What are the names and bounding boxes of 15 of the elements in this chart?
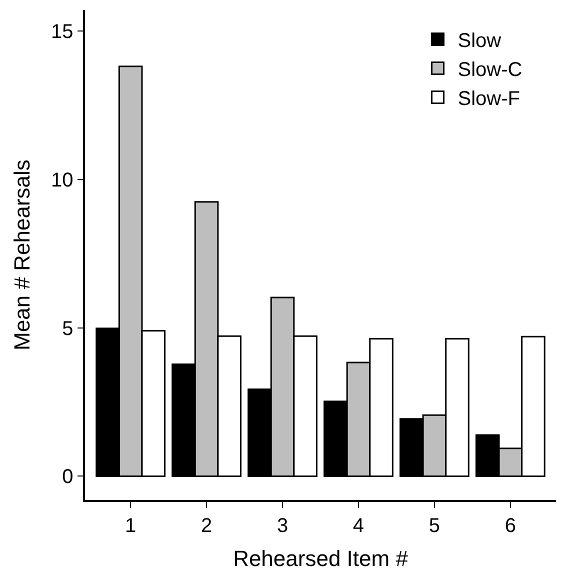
x-tick-label: 3 bbox=[276, 514, 288, 537]
x-tick-label: 5 bbox=[428, 514, 440, 537]
x-tick-label: 4 bbox=[352, 514, 364, 537]
y-tick-label: 10 bbox=[51, 169, 74, 192]
x-tick-label: 6 bbox=[504, 514, 516, 537]
y-tick-label: 5 bbox=[62, 318, 74, 340]
x-tick-label: 1 bbox=[125, 514, 136, 537]
y-axis-title: Mean # Rehearsals bbox=[9, 160, 34, 350]
x-axis-title: Rehearsed Item # bbox=[233, 546, 409, 572]
legend-label: Slow-C bbox=[458, 59, 522, 82]
y-tick-label: 0 bbox=[62, 466, 74, 488]
legend-label: Slow-F bbox=[458, 88, 520, 110]
y-tick-label: 15 bbox=[51, 20, 74, 43]
x-tick-label: 2 bbox=[200, 514, 212, 537]
legend-label: Slow bbox=[458, 30, 502, 52]
